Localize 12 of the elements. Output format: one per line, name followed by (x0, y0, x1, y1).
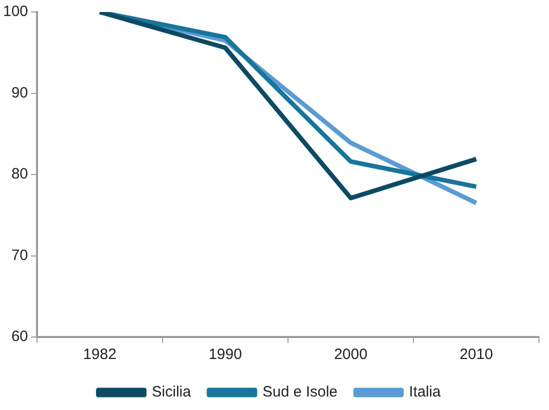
y-tick-label: 100 (2, 3, 28, 20)
legend-label: Italia (409, 384, 442, 401)
x-tick-label: 1990 (208, 346, 242, 364)
y-tick-label: 80 (11, 166, 28, 183)
legend-label: Sud e Isole (262, 384, 338, 401)
y-tick-label: 70 (11, 246, 28, 264)
x-tick-label: 1982 (83, 346, 116, 364)
y-tick-label: 60 (11, 328, 28, 346)
y-tick-label: 90 (11, 84, 28, 102)
x-tick-label: 2010 (460, 346, 493, 364)
x-tick-label: 2000 (334, 346, 368, 364)
legend-label: Sicilia (152, 384, 192, 401)
